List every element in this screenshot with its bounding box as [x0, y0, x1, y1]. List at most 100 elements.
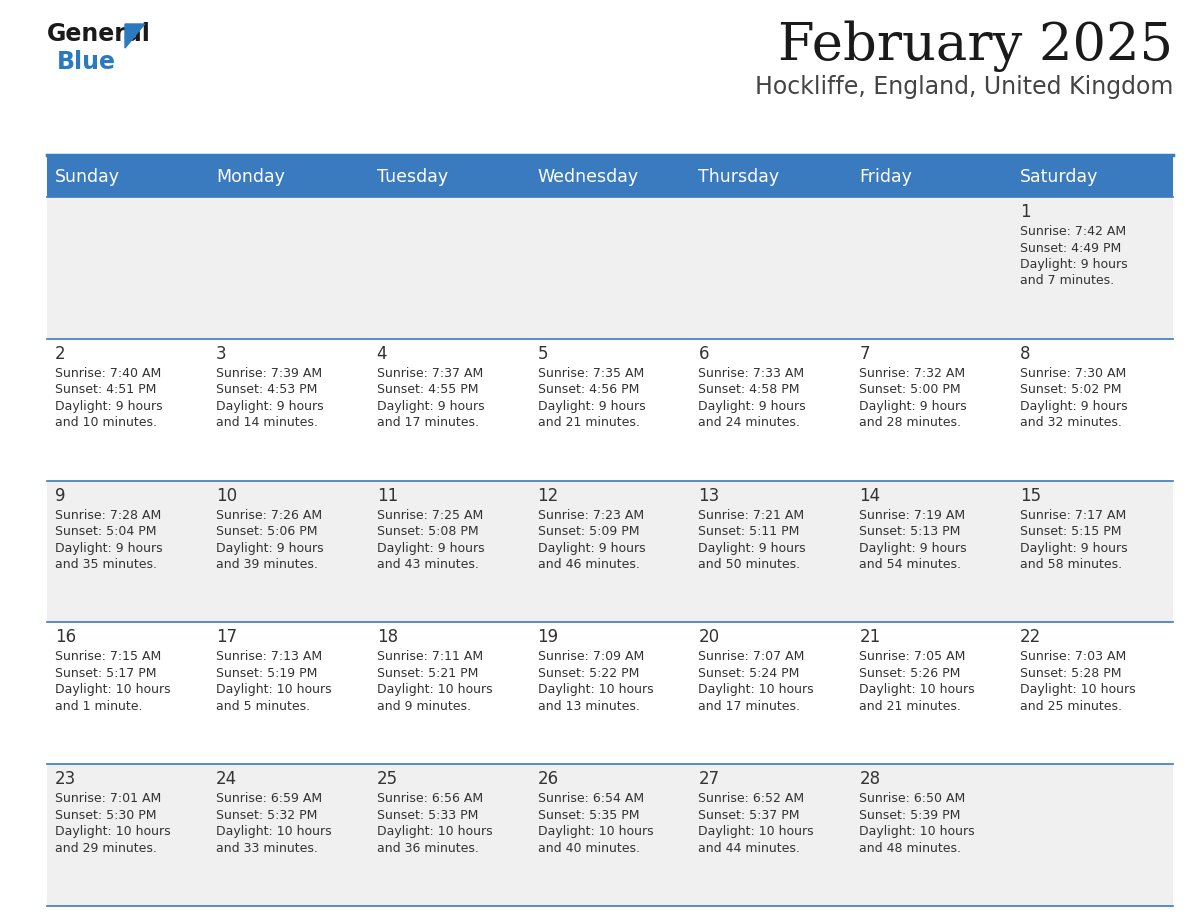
Text: Daylight: 10 hours: Daylight: 10 hours: [538, 825, 653, 838]
Text: Daylight: 9 hours: Daylight: 9 hours: [859, 400, 967, 413]
Text: and 14 minutes.: and 14 minutes.: [216, 416, 317, 430]
Text: Sunset: 4:49 PM: Sunset: 4:49 PM: [1020, 241, 1121, 254]
Text: Sunset: 5:04 PM: Sunset: 5:04 PM: [55, 525, 157, 538]
Bar: [48, 339, 1173, 481]
Text: Sunset: 5:24 PM: Sunset: 5:24 PM: [699, 666, 800, 680]
Text: Daylight: 9 hours: Daylight: 9 hours: [377, 542, 485, 554]
Text: Sunrise: 7:17 AM: Sunrise: 7:17 AM: [1020, 509, 1126, 521]
Text: Sunrise: 7:19 AM: Sunrise: 7:19 AM: [859, 509, 966, 521]
Text: 26: 26: [538, 770, 558, 789]
Text: Sunset: 5:17 PM: Sunset: 5:17 PM: [55, 666, 157, 680]
Text: Sunset: 5:02 PM: Sunset: 5:02 PM: [1020, 384, 1121, 397]
Text: 23: 23: [55, 770, 76, 789]
Text: Daylight: 10 hours: Daylight: 10 hours: [377, 825, 492, 838]
Bar: [48, 481, 1173, 622]
Text: General: General: [48, 22, 151, 46]
Text: and 39 minutes.: and 39 minutes.: [216, 558, 317, 571]
Text: and 35 minutes.: and 35 minutes.: [55, 558, 157, 571]
Text: Daylight: 9 hours: Daylight: 9 hours: [377, 400, 485, 413]
Text: and 40 minutes.: and 40 minutes.: [538, 842, 639, 855]
Text: Daylight: 9 hours: Daylight: 9 hours: [1020, 542, 1127, 554]
Text: Sunset: 5:00 PM: Sunset: 5:00 PM: [859, 384, 961, 397]
Text: 7: 7: [859, 345, 870, 363]
Text: Sunrise: 7:05 AM: Sunrise: 7:05 AM: [859, 650, 966, 664]
Text: Daylight: 10 hours: Daylight: 10 hours: [859, 825, 975, 838]
Text: Sunset: 5:19 PM: Sunset: 5:19 PM: [216, 666, 317, 680]
Text: 25: 25: [377, 770, 398, 789]
Text: 6: 6: [699, 345, 709, 363]
Text: 1: 1: [1020, 203, 1031, 221]
Text: Sunrise: 7:09 AM: Sunrise: 7:09 AM: [538, 650, 644, 664]
Text: and 24 minutes.: and 24 minutes.: [699, 416, 801, 430]
Text: and 17 minutes.: and 17 minutes.: [699, 700, 801, 713]
Text: Sunrise: 6:59 AM: Sunrise: 6:59 AM: [216, 792, 322, 805]
Text: Sunrise: 7:26 AM: Sunrise: 7:26 AM: [216, 509, 322, 521]
Bar: [48, 764, 1173, 906]
Text: Sunrise: 7:33 AM: Sunrise: 7:33 AM: [699, 367, 804, 380]
Text: Daylight: 10 hours: Daylight: 10 hours: [699, 825, 814, 838]
Text: Daylight: 9 hours: Daylight: 9 hours: [216, 400, 323, 413]
Text: Sunset: 4:51 PM: Sunset: 4:51 PM: [55, 384, 157, 397]
Text: and 13 minutes.: and 13 minutes.: [538, 700, 639, 713]
Text: 28: 28: [859, 770, 880, 789]
Text: and 17 minutes.: and 17 minutes.: [377, 416, 479, 430]
Text: Daylight: 9 hours: Daylight: 9 hours: [1020, 258, 1127, 271]
Text: Sunrise: 6:52 AM: Sunrise: 6:52 AM: [699, 792, 804, 805]
Text: 5: 5: [538, 345, 548, 363]
Text: and 32 minutes.: and 32 minutes.: [1020, 416, 1121, 430]
Text: Hockliffe, England, United Kingdom: Hockliffe, England, United Kingdom: [754, 75, 1173, 99]
Text: and 10 minutes.: and 10 minutes.: [55, 416, 157, 430]
Text: Sunset: 4:55 PM: Sunset: 4:55 PM: [377, 384, 479, 397]
Text: Sunrise: 6:50 AM: Sunrise: 6:50 AM: [859, 792, 966, 805]
Text: Daylight: 10 hours: Daylight: 10 hours: [216, 825, 331, 838]
Text: Daylight: 9 hours: Daylight: 9 hours: [216, 542, 323, 554]
Text: Sunrise: 7:37 AM: Sunrise: 7:37 AM: [377, 367, 484, 380]
Text: Daylight: 10 hours: Daylight: 10 hours: [377, 683, 492, 697]
Text: Sunset: 5:32 PM: Sunset: 5:32 PM: [216, 809, 317, 822]
Text: Daylight: 9 hours: Daylight: 9 hours: [538, 542, 645, 554]
Text: 8: 8: [1020, 345, 1031, 363]
Text: Sunset: 5:26 PM: Sunset: 5:26 PM: [859, 666, 961, 680]
Text: Sunrise: 7:35 AM: Sunrise: 7:35 AM: [538, 367, 644, 380]
Text: Sunset: 5:30 PM: Sunset: 5:30 PM: [55, 809, 157, 822]
Text: and 44 minutes.: and 44 minutes.: [699, 842, 801, 855]
Text: Daylight: 10 hours: Daylight: 10 hours: [859, 683, 975, 697]
Text: Sunset: 4:56 PM: Sunset: 4:56 PM: [538, 384, 639, 397]
Text: Daylight: 9 hours: Daylight: 9 hours: [55, 400, 163, 413]
Text: 12: 12: [538, 487, 558, 505]
Text: Sunset: 5:37 PM: Sunset: 5:37 PM: [699, 809, 800, 822]
Text: and 9 minutes.: and 9 minutes.: [377, 700, 470, 713]
Text: Daylight: 10 hours: Daylight: 10 hours: [699, 683, 814, 697]
Text: and 54 minutes.: and 54 minutes.: [859, 558, 961, 571]
Text: Sunset: 5:39 PM: Sunset: 5:39 PM: [859, 809, 961, 822]
Text: 24: 24: [216, 770, 236, 789]
Text: 16: 16: [55, 629, 76, 646]
Text: Sunrise: 7:28 AM: Sunrise: 7:28 AM: [55, 509, 162, 521]
Text: Sunset: 5:21 PM: Sunset: 5:21 PM: [377, 666, 478, 680]
Text: Daylight: 9 hours: Daylight: 9 hours: [699, 542, 805, 554]
Text: Sunrise: 7:42 AM: Sunrise: 7:42 AM: [1020, 225, 1126, 238]
Text: Daylight: 10 hours: Daylight: 10 hours: [55, 683, 171, 697]
Text: and 50 minutes.: and 50 minutes.: [699, 558, 801, 571]
Text: 18: 18: [377, 629, 398, 646]
Text: 27: 27: [699, 770, 720, 789]
Text: Sunset: 5:28 PM: Sunset: 5:28 PM: [1020, 666, 1121, 680]
Text: 10: 10: [216, 487, 236, 505]
Text: Thursday: Thursday: [699, 168, 779, 186]
Text: Sunset: 5:13 PM: Sunset: 5:13 PM: [859, 525, 961, 538]
Text: Sunrise: 7:07 AM: Sunrise: 7:07 AM: [699, 650, 804, 664]
Text: Sunrise: 6:54 AM: Sunrise: 6:54 AM: [538, 792, 644, 805]
Text: Sunrise: 7:23 AM: Sunrise: 7:23 AM: [538, 509, 644, 521]
Text: Daylight: 9 hours: Daylight: 9 hours: [699, 400, 805, 413]
Text: Sunrise: 7:15 AM: Sunrise: 7:15 AM: [55, 650, 162, 664]
Text: Friday: Friday: [859, 168, 912, 186]
Text: Sunrise: 7:25 AM: Sunrise: 7:25 AM: [377, 509, 484, 521]
Text: and 43 minutes.: and 43 minutes.: [377, 558, 479, 571]
Text: Sunrise: 7:01 AM: Sunrise: 7:01 AM: [55, 792, 162, 805]
Text: Sunrise: 7:39 AM: Sunrise: 7:39 AM: [216, 367, 322, 380]
Text: Daylight: 9 hours: Daylight: 9 hours: [859, 542, 967, 554]
Text: and 29 minutes.: and 29 minutes.: [55, 842, 157, 855]
Polygon shape: [125, 24, 145, 48]
Text: 3: 3: [216, 345, 227, 363]
Text: Sunset: 5:15 PM: Sunset: 5:15 PM: [1020, 525, 1121, 538]
